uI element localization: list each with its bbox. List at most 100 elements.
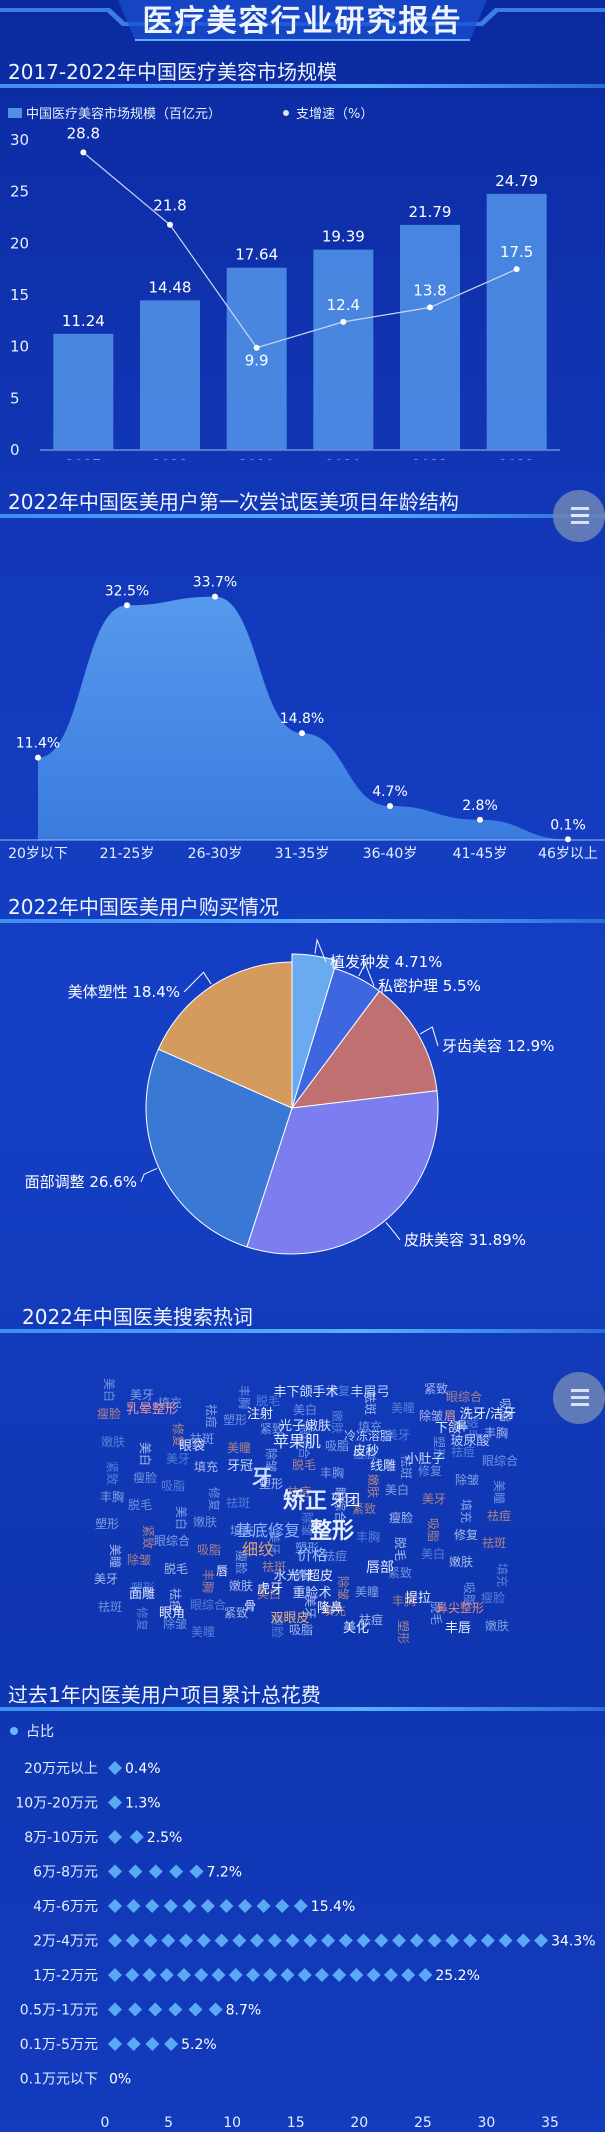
market-bar-label: 14.48 bbox=[149, 278, 192, 296]
menu-button-1[interactable] bbox=[553, 490, 605, 542]
spend-dot bbox=[148, 1864, 163, 1879]
spend-dot bbox=[125, 1968, 140, 1982]
y-tick-label: 15 bbox=[10, 286, 29, 304]
y-category-label: 2万-4万元 bbox=[33, 1934, 98, 1950]
spend-dot bbox=[314, 1968, 329, 1982]
word-cloud-filler: 美白 bbox=[257, 1586, 281, 1601]
word-cloud-filler: 塑形 bbox=[396, 1620, 411, 1644]
word-cloud-filler: 瘦脸 bbox=[353, 1446, 377, 1461]
word-cloud-filler: 美瞳 bbox=[191, 1624, 215, 1639]
spend-dot bbox=[349, 1968, 364, 1982]
word-cloud-filler: 嫩肤 bbox=[193, 1514, 217, 1529]
y-category-label: 8万-10万元 bbox=[24, 1830, 98, 1846]
word-cloud-filler: 美白 bbox=[421, 1546, 445, 1561]
word-cloud-filler: 丰胸 bbox=[201, 1569, 216, 1593]
y-tick-label: 10 bbox=[10, 338, 29, 356]
x-tick-label: 2021 bbox=[412, 458, 448, 460]
market-bar bbox=[53, 333, 114, 450]
market-bar-label: 17.64 bbox=[235, 246, 278, 264]
word-cloud-filler: 瘦脸 bbox=[97, 1406, 121, 1421]
spend-dot bbox=[338, 1933, 353, 1948]
word-cloud-filler: 祛斑 bbox=[98, 1600, 122, 1614]
x-tick-label: 21-25岁 bbox=[100, 846, 155, 862]
pie-slice bbox=[157, 961, 293, 1109]
market-bar bbox=[226, 267, 287, 450]
word-cloud-filler: 嫩肤 bbox=[485, 1618, 509, 1633]
word-cloud-filler: 祛痘 bbox=[359, 1612, 383, 1627]
growth-point-label: 17.5 bbox=[500, 243, 533, 261]
word-cloud-filler: 祛斑 bbox=[190, 1432, 214, 1446]
spend-dot bbox=[256, 1899, 271, 1913]
y-category-label: 10万-20万元 bbox=[15, 1796, 98, 1812]
age-point-label: 32.5% bbox=[105, 583, 149, 599]
word-cloud-word: 小肚子 bbox=[405, 1452, 444, 1467]
age-point bbox=[35, 754, 41, 761]
x-tick-label: 26-30岁 bbox=[188, 846, 243, 862]
age-area bbox=[38, 596, 568, 840]
word-cloud-word: 隆鼻 bbox=[317, 1600, 343, 1616]
word-cloud-filler: 紧致 bbox=[105, 1461, 119, 1485]
word-cloud-word: 面雕 bbox=[129, 1587, 155, 1602]
spend-dot bbox=[232, 1933, 247, 1948]
spend-dot bbox=[321, 1933, 336, 1948]
spend-dot bbox=[263, 1968, 278, 1982]
spend-dot bbox=[188, 2002, 203, 2017]
word-cloud-filler: 嫩肤 bbox=[449, 1554, 473, 1569]
word-cloud-filler: 眼综合 bbox=[297, 1423, 312, 1459]
word-cloud-filler: 除皱 bbox=[300, 1512, 315, 1536]
x-tick-label: 36-40岁 bbox=[363, 846, 418, 862]
y-category-label: 1万-2万元 bbox=[33, 1968, 98, 1984]
word-cloud-word: 牙 bbox=[252, 1465, 272, 1489]
pie-leader-line bbox=[314, 937, 327, 963]
age-point bbox=[565, 836, 571, 843]
market-bar bbox=[313, 249, 374, 450]
x-tick-label: 15 bbox=[287, 2115, 305, 2131]
x-tick-label: 30 bbox=[478, 2115, 496, 2131]
word-cloud-filler: 嫩肤 bbox=[229, 1578, 253, 1593]
spend-dot bbox=[126, 1899, 141, 1913]
word-cloud-word: 矫正 bbox=[283, 1488, 327, 1514]
legend-swatch-market bbox=[8, 108, 22, 118]
word-cloud-filler: 瘦脸 bbox=[389, 1510, 413, 1525]
age-point-label: 11.4% bbox=[16, 736, 60, 752]
word-cloud-word: 乳晕整形 bbox=[126, 1402, 178, 1417]
word-cloud-word: 光子嫩肤 bbox=[279, 1419, 331, 1434]
market-size-divider bbox=[0, 84, 605, 88]
word-cloud-filler: 填充 bbox=[230, 1523, 254, 1538]
word-cloud-filler: 瘦脸 bbox=[234, 1550, 249, 1574]
word-cloud-filler: 除皱 bbox=[163, 1616, 187, 1631]
word-cloud-filler: 祛痘 bbox=[287, 1484, 311, 1499]
x-tick-label: 2019 bbox=[239, 458, 275, 460]
word-cloud-filler: 祛痘 bbox=[451, 1444, 475, 1459]
word-cloud-word: 美化 bbox=[343, 1621, 369, 1636]
market-bar-label: 19.39 bbox=[322, 228, 365, 246]
spend-value-label: 2.5% bbox=[147, 1830, 183, 1846]
word-cloud-word: 苹果肌 bbox=[273, 1432, 321, 1451]
pie-slice bbox=[145, 1048, 293, 1248]
menu-button-2[interactable] bbox=[553, 1372, 605, 1424]
word-cloud-word: 超皮 bbox=[307, 1569, 333, 1584]
word-cloud-filler: 祛斑 bbox=[262, 1560, 286, 1574]
growth-point bbox=[253, 344, 260, 351]
growth-point-label: 21.8 bbox=[153, 197, 186, 215]
spend-dot bbox=[108, 1899, 122, 1913]
spend-dot bbox=[148, 2002, 163, 2017]
word-cloud-filler: 紧致 bbox=[141, 1525, 155, 1549]
growth-point bbox=[167, 221, 173, 228]
word-cloud-filler: 美牙 bbox=[130, 1388, 154, 1402]
growth-point bbox=[340, 318, 347, 325]
word-cloud-filler: 修复 bbox=[326, 1383, 350, 1398]
spend-dot bbox=[108, 1761, 122, 1775]
word-cloud-filler: 吸脂 bbox=[289, 1622, 313, 1637]
word-cloud-filler: 美白 bbox=[102, 1378, 117, 1402]
spend-dot bbox=[108, 2002, 122, 2017]
growth-point bbox=[427, 304, 433, 311]
word-cloud-word: 线雕 bbox=[370, 1459, 396, 1474]
word-cloud-word: 牙团 bbox=[330, 1491, 360, 1509]
legend-swatch-share bbox=[10, 1727, 18, 1735]
age-point-label: 2.8% bbox=[462, 798, 498, 814]
age-point-label: 4.7% bbox=[372, 784, 408, 800]
word-cloud-filler: 修复 bbox=[418, 1463, 442, 1478]
spend-dot bbox=[182, 1899, 197, 1913]
y-category-label: 20万元以上 bbox=[24, 1761, 98, 1777]
